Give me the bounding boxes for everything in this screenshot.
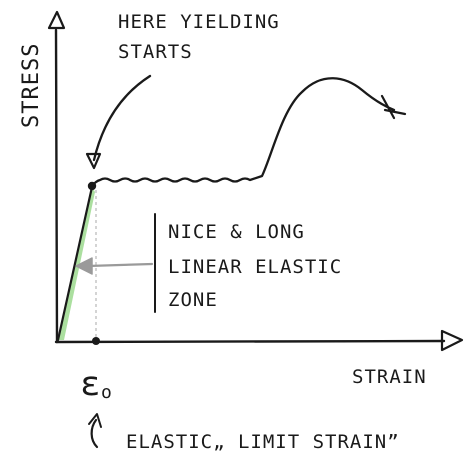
elastic-zone-line <box>56 185 94 342</box>
yield-note-line2: STARTS <box>118 41 193 63</box>
yield-note-line1: HERE YIELDING <box>118 11 280 33</box>
x-axis-label: STRAIN <box>352 366 427 388</box>
x-axis <box>54 329 464 352</box>
y-axis-label: STRESS <box>19 43 44 128</box>
zone-note-line3: ZONE <box>168 289 218 311</box>
fracture-mark <box>380 94 407 120</box>
elastic-limit-strain-note: ELASTIC„ LIMIT STRAIN” <box>126 431 400 453</box>
zone-note-line2: LINEAR ELASTIC <box>168 256 342 278</box>
y-axis <box>47 10 66 344</box>
limit-strain-arrow <box>88 413 102 449</box>
epsilon-subscript: o <box>101 382 113 403</box>
yield-point <box>87 181 97 191</box>
zone-pointer-arrow <box>75 257 154 275</box>
zone-note-line1: NICE & LONG <box>168 221 305 243</box>
yield-arrow <box>85 74 152 170</box>
stress-strain-curve <box>90 77 396 188</box>
strain-axis-point <box>92 337 100 345</box>
epsilon-symbol: ε <box>80 364 101 404</box>
